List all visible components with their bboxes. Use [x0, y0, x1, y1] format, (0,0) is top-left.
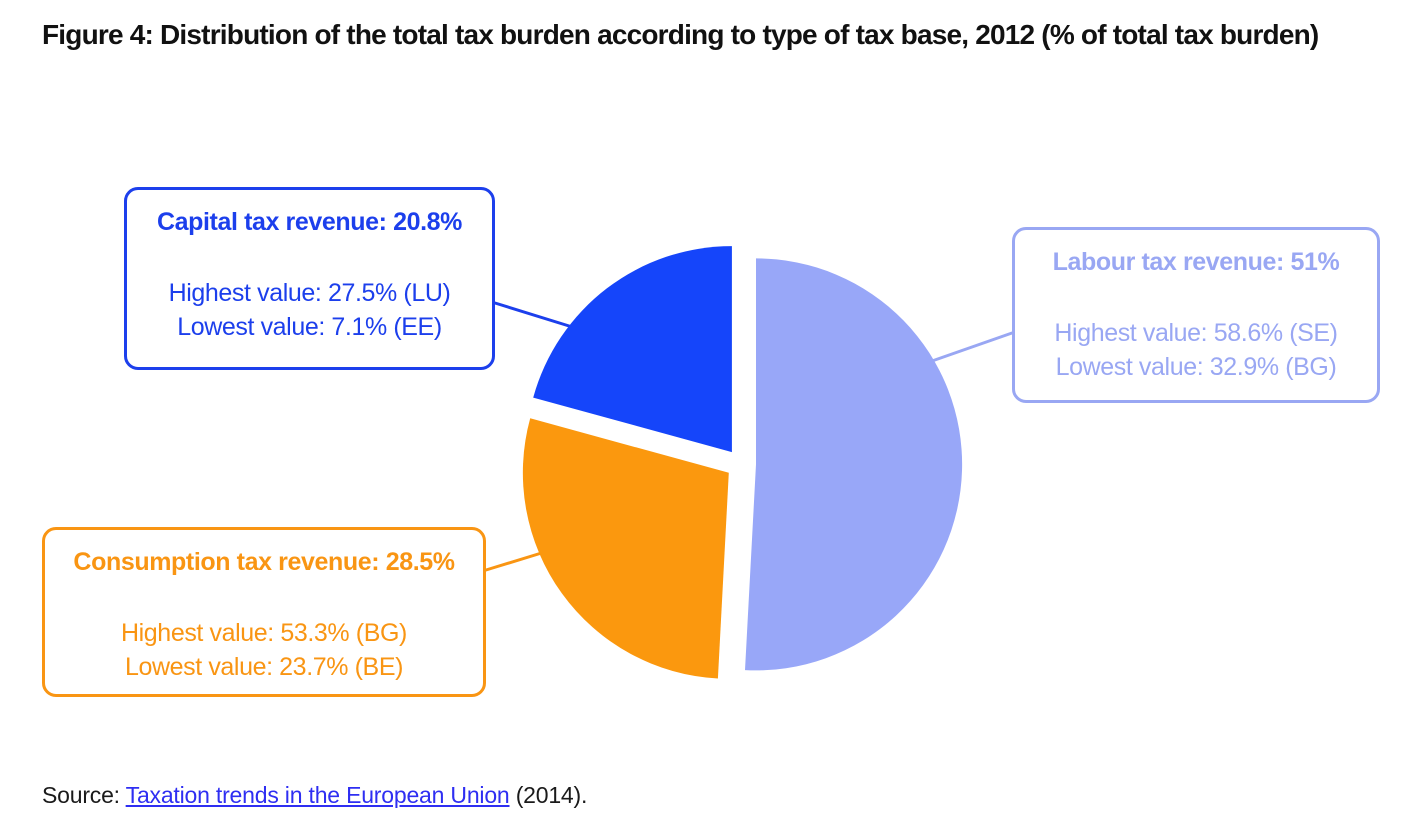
- callout-labour-heading: Labour tax revenue: 51%: [1052, 248, 1340, 276]
- leader-line-consumption: [484, 549, 550, 572]
- callout-consumption-highest-value: Highest value: 53.3% (BG): [121, 619, 407, 647]
- callout-capital-tax: Capital tax revenue: 20.8% Highest value…: [124, 187, 495, 370]
- callout-labour-highest-value: Highest value: 58.6% (SE): [1054, 319, 1338, 347]
- pie-slice-labour-tax-revenue: [745, 258, 963, 671]
- callout-consumption-heading: Consumption tax revenue: 28.5%: [73, 548, 455, 576]
- callout-consumption-tax: Consumption tax revenue: 28.5% Highest v…: [42, 527, 486, 697]
- source-line: Source: Taxation trends in the European …: [42, 779, 587, 811]
- leader-line-capital: [493, 301, 584, 332]
- source-suffix: (2014).: [509, 782, 588, 808]
- source-prefix: Source:: [42, 782, 126, 808]
- pie-slices-group: [522, 246, 963, 679]
- callout-labour-lowest-value: Lowest value: 32.9% (BG): [1055, 353, 1337, 381]
- pie-slice-capital-tax-revenue: [533, 246, 732, 453]
- leader-line-labour: [930, 331, 1014, 363]
- callout-capital-lowest-value: Lowest value: 7.1% (EE): [177, 313, 442, 341]
- pie-slice-consumption-tax-revenue: [522, 418, 729, 679]
- callout-labour-tax: Labour tax revenue: 51% Highest value: 5…: [1012, 227, 1380, 403]
- source-link[interactable]: Taxation trends in the European Union: [125, 782, 510, 808]
- callout-consumption-lowest-value: Lowest value: 23.7% (BE): [124, 653, 404, 681]
- figure-title: Figure 4: Distribution of the total tax …: [42, 19, 1319, 50]
- callout-capital-highest-value: Highest value: 27.5% (LU): [168, 279, 451, 307]
- callout-capital-heading: Capital tax revenue: 20.8%: [156, 208, 463, 236]
